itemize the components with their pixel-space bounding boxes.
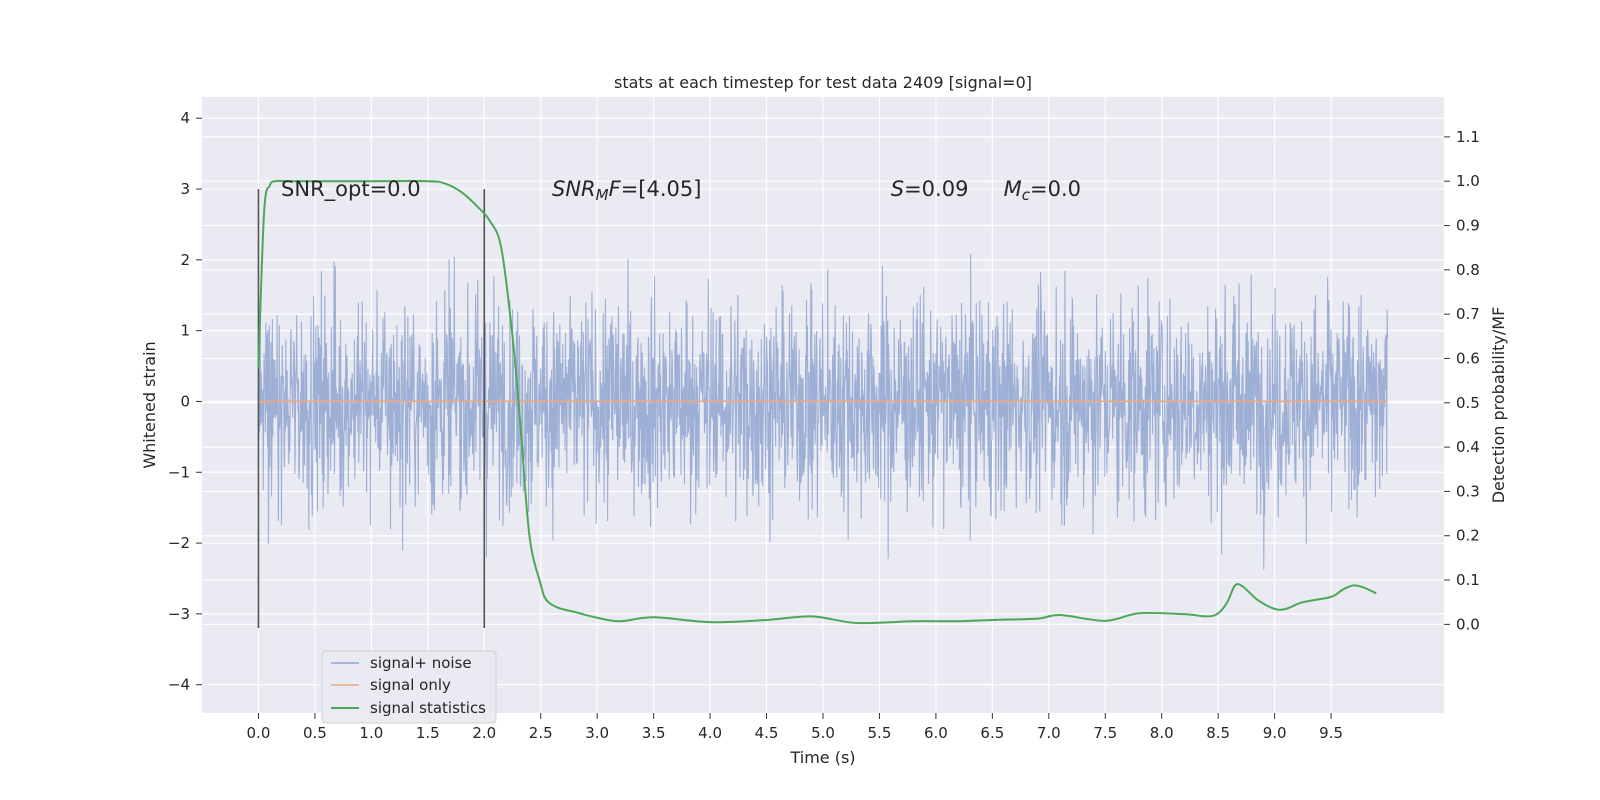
x-tick-label: 2.0 <box>472 724 496 742</box>
x-tick-label: 6.0 <box>924 724 948 742</box>
annotation-text: Mc=0.0 <box>1004 177 1081 204</box>
y-axis-left-label: Whitened strain <box>140 341 159 468</box>
annotation-part: M <box>596 186 609 204</box>
y-right-tick-label: 0.8 <box>1456 261 1480 279</box>
annotation-part: S <box>891 177 904 201</box>
y-right-tick-label: 0.9 <box>1456 217 1480 235</box>
x-tick-label: 7.0 <box>1037 724 1061 742</box>
annotation-part: =0.09 <box>904 177 968 201</box>
x-tick-label: 4.0 <box>698 724 722 742</box>
y-left-tick-label: −2 <box>168 534 190 552</box>
signal-statistics-series <box>257 179 1377 625</box>
legend-label-signal-only: signal only <box>370 676 451 694</box>
vertical-lines <box>257 189 486 629</box>
y-right-tick-label: 0.7 <box>1456 305 1480 323</box>
annotation-text: SNR_opt=0.0 <box>281 177 421 202</box>
chart-title: stats at each timestep for test data 240… <box>614 73 1032 92</box>
series-line-signal-statistics <box>257 179 1377 625</box>
annotation-part: SNR <box>552 177 596 201</box>
annotation-part: =0.0 <box>1030 177 1081 201</box>
annotations: SNR_opt=0.0 SNRMF=[4.05] S=0.09 Mc=0.0 <box>281 177 1081 204</box>
x-tick-label: 3.5 <box>642 724 666 742</box>
x-tick-label: 2.5 <box>529 724 553 742</box>
annotation-part: =[4.05] <box>621 177 702 201</box>
y-left-tick-label: −4 <box>168 676 190 694</box>
y-left-tick-label: 4 <box>180 109 190 127</box>
x-tick-label: 0.5 <box>303 724 327 742</box>
annotation-part: F <box>609 177 622 201</box>
x-tick-label: 1.5 <box>416 724 440 742</box>
x-tick-label: 4.5 <box>755 724 779 742</box>
x-tick-label: 5.5 <box>868 724 892 742</box>
legend: signal+ noise signal only signal statist… <box>321 650 497 724</box>
y-right-tick-label: 0.4 <box>1456 438 1480 456</box>
y-right-tick-label: 1.1 <box>1456 128 1480 146</box>
y-right-tick-label: 0.2 <box>1456 527 1480 545</box>
noise-series <box>257 253 1389 570</box>
y-right-tick-label: 1.0 <box>1456 172 1480 190</box>
x-tick-label: 9.5 <box>1319 724 1343 742</box>
y-left-tick-label: 3 <box>180 180 190 198</box>
y-right-tick-label: 0.6 <box>1456 349 1480 367</box>
y-axis-right-label: Detection probability/MF <box>1489 307 1508 504</box>
x-tick-label: 7.5 <box>1093 724 1117 742</box>
x-tick-label: 8.0 <box>1150 724 1174 742</box>
annotation-part: M <box>1004 177 1022 201</box>
y-right-tick-label: 0.1 <box>1456 571 1480 589</box>
legend-label-signal-noise: signal+ noise <box>370 654 472 672</box>
y-right-tick-label: 0.0 <box>1456 615 1480 633</box>
x-axis-ticks: 0.0 0.5 1.0 1.5 2.0 2.5 3.0 3.5 4.0 4.5 5.0 5.5 6.0 6… <box>247 713 1343 742</box>
x-tick-label: 8.5 <box>1206 724 1230 742</box>
y-left-tick-label: −3 <box>168 605 190 623</box>
y-left-tick-label: −1 <box>168 463 190 481</box>
y-axis-right-ticks: 0.0 0.1 0.2 0.3 0.4 0.5 0.6 0.7 0.8 0.9 1.0 1.1 <box>1444 128 1480 633</box>
legend-label-signal-statistics: signal statistics <box>370 699 486 717</box>
series-line-signal-noise <box>257 253 1389 570</box>
annotation-text: SNRMF=[4.05] <box>552 177 701 204</box>
y-axis-left-ticks: −4 −3 −2 −1 0 1 2 3 4 <box>168 109 202 694</box>
x-tick-label: 5.0 <box>811 724 835 742</box>
x-tick-label: 0.0 <box>247 724 271 742</box>
y-left-tick-label: 1 <box>180 322 190 340</box>
x-tick-label: 9.0 <box>1263 724 1287 742</box>
y-right-tick-label: 0.3 <box>1456 482 1480 500</box>
y-left-tick-label: 0 <box>180 392 190 410</box>
y-right-tick-label: 0.5 <box>1456 394 1480 412</box>
x-axis-label: Time (s) <box>789 748 855 767</box>
x-tick-label: 6.5 <box>980 724 1004 742</box>
x-tick-label: 3.0 <box>585 724 609 742</box>
annotation-text: S=0.09 <box>891 177 969 201</box>
y-left-tick-label: 2 <box>180 251 190 269</box>
legend-box <box>321 650 497 724</box>
annotation-part: c <box>1022 186 1031 204</box>
x-tick-label: 1.0 <box>359 724 383 742</box>
